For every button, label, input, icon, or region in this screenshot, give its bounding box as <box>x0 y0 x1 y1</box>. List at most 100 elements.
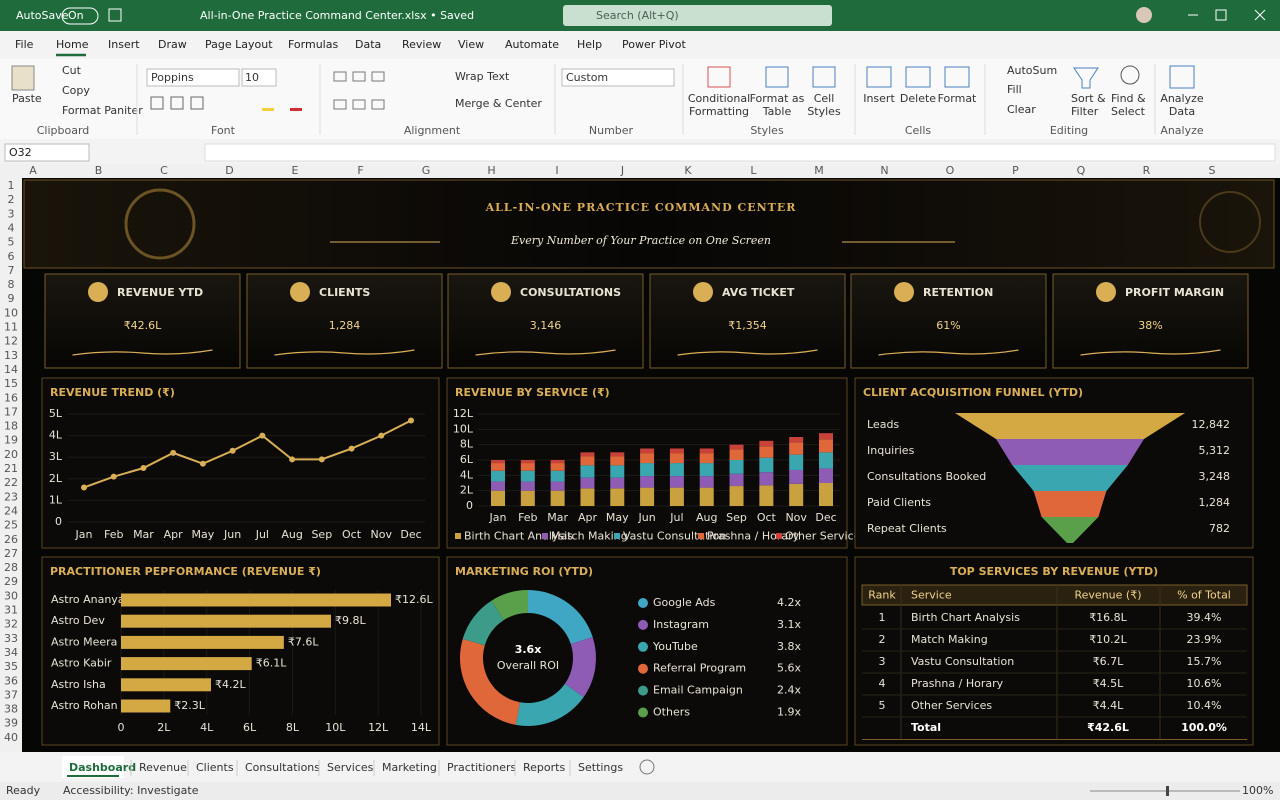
dashboard-title: ALL-IN-ONE PRACTICE COMMAND CENTER <box>485 201 797 214</box>
row-number: 10 <box>4 306 18 319</box>
cut-button[interactable]: Cut <box>62 64 82 77</box>
format-painter-button[interactable]: Format Paniter <box>62 104 143 117</box>
sheet-tab[interactable]: Consultations <box>245 761 320 774</box>
menu-tab[interactable]: Automate <box>505 38 559 51</box>
user-avatar <box>1136 7 1152 23</box>
sort-filter-button[interactable]: Sort & <box>1071 92 1106 105</box>
legend-label: Birth Chart Analysis <box>464 530 573 543</box>
sheet-tab[interactable]: Revenue <box>139 761 187 774</box>
sheet-tab[interactable]: Reports <box>523 761 565 774</box>
clear-button[interactable]: Clear <box>1007 103 1036 116</box>
sort-filter-button[interactable]: Filter <box>1071 105 1099 118</box>
number-format-box <box>561 68 675 87</box>
sheet-tab[interactable]: Dashboard <box>69 761 136 774</box>
menu-tab[interactable]: Draw <box>158 38 187 51</box>
menu-tab[interactable]: Insert <box>108 38 140 51</box>
sheet-tab[interactable]: Practitioners <box>447 761 516 774</box>
table-cell: 3 <box>879 655 886 668</box>
fill-button[interactable]: Fill <box>1007 83 1022 96</box>
table-cell: Prashna / Horary <box>911 677 1004 690</box>
legend-label: Email Campaign <box>653 684 743 697</box>
cells-button[interactable]: Insert <box>863 92 895 105</box>
accessibility-status[interactable]: Accessibility: Investigate <box>63 784 199 797</box>
find-select-button[interactable]: Select <box>1111 105 1146 118</box>
sheet-tab[interactable]: Services <box>327 761 374 774</box>
sheet-tab[interactable]: Marketing <box>382 761 437 774</box>
cells-button[interactable]: Format <box>938 92 977 105</box>
menu-tab[interactable]: Help <box>577 38 602 51</box>
chart-panel <box>41 556 440 746</box>
file-name: All-in-One Practice Command Center.xlsx … <box>200 9 474 22</box>
legend-swatch <box>776 533 782 539</box>
sheet-tab[interactable]: Clients <box>196 761 234 774</box>
status-ready: Ready <box>6 784 41 797</box>
styles-icon <box>812 66 836 88</box>
toggle-state[interactable]: On <box>68 9 84 22</box>
font-name[interactable]: Poppins <box>151 71 194 84</box>
menu-tab[interactable]: Home <box>56 38 89 51</box>
trend-point <box>289 456 296 463</box>
styles-button[interactable]: Format as <box>750 92 805 105</box>
search-placeholder[interactable]: Search (Alt+Q) <box>596 9 679 22</box>
x-tick-label: Mar <box>133 528 154 541</box>
copy-button[interactable]: Copy <box>62 84 90 97</box>
wrap-text-button[interactable]: Wrap Text <box>455 70 510 83</box>
autosum-button[interactable]: AutoSum <box>1007 64 1057 77</box>
funnel-segment <box>1012 465 1128 491</box>
add-sheet-button[interactable] <box>639 759 655 775</box>
find-select-button[interactable]: Find & <box>1111 92 1146 105</box>
kpi-card <box>246 273 443 369</box>
sheet-tab[interactable]: Settings <box>578 761 623 774</box>
trend-point <box>199 460 206 467</box>
menu-tab[interactable]: Power Pivot <box>622 38 686 51</box>
styles-button[interactable]: Conditional <box>688 92 750 105</box>
stacked-bar-segment <box>819 439 833 453</box>
cells-button[interactable]: Delete <box>900 92 936 105</box>
align-icon <box>352 71 366 82</box>
stacked-bar-segment <box>819 468 833 483</box>
styles-button[interactable]: Table <box>762 105 792 118</box>
menu-tab[interactable]: Data <box>355 38 381 51</box>
analyze-data-button[interactable]: Analyze <box>1160 92 1204 105</box>
number-format[interactable]: Custom <box>566 71 608 84</box>
menu-tab[interactable]: Formulas <box>288 38 338 51</box>
legend-dot <box>638 663 648 674</box>
table-cell: 1 <box>879 611 886 624</box>
group-label: Alignment <box>404 124 461 137</box>
bar <box>121 699 171 713</box>
styles-button[interactable]: Cell <box>814 92 835 105</box>
menu-tab[interactable]: Review <box>402 38 441 51</box>
zoom-level[interactable]: 100% <box>1242 784 1273 797</box>
paste-button[interactable]: Paste <box>12 92 42 105</box>
analyze-data-button[interactable]: Data <box>1169 105 1195 118</box>
name-box-value[interactable]: O32 <box>9 146 32 159</box>
x-tick-label: Aug <box>281 528 302 541</box>
stacked-bar-segment <box>669 453 684 464</box>
row-number: 25 <box>4 519 18 532</box>
kpi-value: 1,284 <box>329 319 361 332</box>
font-size[interactable]: 10 <box>245 71 259 84</box>
stacked-bar-segment <box>640 463 655 477</box>
table-bottom-rule <box>862 739 1247 740</box>
menu-tab[interactable]: Page Layout <box>205 38 273 51</box>
row-number: 17 <box>4 405 18 418</box>
kpi-label: CONSULTATIONS <box>520 286 621 299</box>
kpi-value: ₹1,354 <box>728 319 767 332</box>
column-letter: O <box>946 164 955 177</box>
styles-button[interactable]: Formatting <box>689 105 749 118</box>
stacked-bar-segment <box>580 452 595 457</box>
panel-title: TOP SERVICES BY REVENUE (YTD) <box>950 565 1158 578</box>
trend-point <box>408 417 414 424</box>
table-header-cell: % of Total <box>1177 589 1231 602</box>
table-cell: Vastu Consultation <box>911 655 1014 668</box>
merge-center-button[interactable]: Merge & Center <box>455 97 542 110</box>
menu-tab[interactable]: View <box>458 38 484 51</box>
legend-label: Google Ads <box>653 596 716 609</box>
stacked-bar-segment <box>520 463 535 471</box>
panel-title: REVENUE BY SERVICE (₹) <box>455 386 610 399</box>
column-letter: R <box>1143 164 1151 177</box>
funnel-value-label: 5,312 <box>1199 444 1231 457</box>
styles-button[interactable]: Styles <box>807 105 841 118</box>
menu-tab[interactable]: File <box>15 38 34 51</box>
stacked-bar-segment <box>520 481 535 491</box>
